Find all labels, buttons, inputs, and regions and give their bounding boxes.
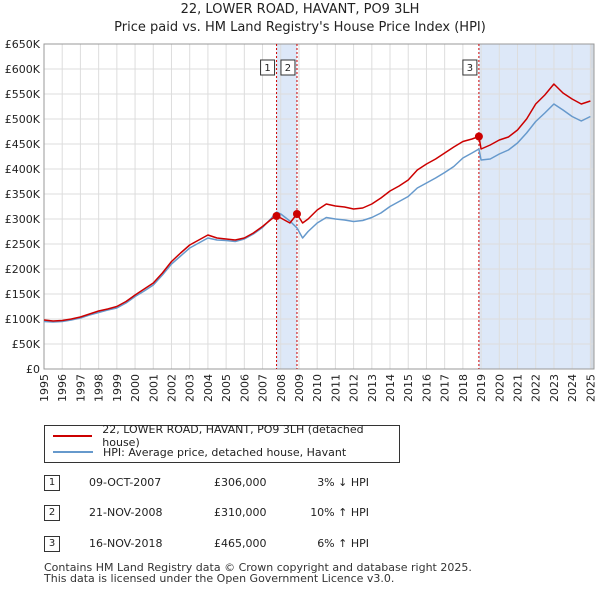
y-tick-label: £300K — [5, 213, 41, 226]
y-tick-label: £350K — [5, 188, 41, 201]
plot-frame — [43, 43, 595, 370]
transaction-price: £306,000 — [214, 476, 267, 489]
x-tick-label: 2015 — [402, 374, 415, 402]
x-tick-label: 1998 — [93, 374, 106, 402]
forecast-band — [590, 44, 594, 369]
transaction-date: 16-NOV-2018 — [89, 537, 163, 550]
transaction-hpi: 3% ↓ HPI — [317, 476, 369, 489]
x-tick-label: 1997 — [74, 374, 87, 402]
x-tick-label: 2013 — [366, 374, 379, 402]
x-tick-label: 2006 — [238, 374, 251, 402]
price-chart: £0 £50K £100K £150K £200K £250K £300K £350K £400… — [5, 38, 598, 402]
x-tick-label: 2021 — [512, 374, 525, 402]
x-tick-label: 2025 — [584, 374, 597, 402]
chart-title-address: 22, LOWER ROAD, HAVANT, PO9 3LH — [180, 2, 420, 17]
sale-marker-box — [280, 59, 296, 76]
sale-marker-label: 1 — [264, 63, 270, 74]
x-tick-label: 2023 — [548, 374, 561, 402]
y-tick-label: £550K — [5, 88, 41, 101]
sale-marker-label: 2 — [285, 63, 291, 74]
x-tick-label: 2018 — [457, 374, 470, 402]
x-tick-label: 2024 — [566, 374, 579, 402]
x-tick-label: 2007 — [257, 374, 270, 402]
y-tick-label: £650K — [5, 38, 41, 51]
x-tick-label: 1999 — [111, 374, 124, 402]
y-tick-label: £250K — [5, 238, 41, 251]
x-tick-label: 2016 — [420, 374, 433, 402]
sale-point — [272, 212, 281, 220]
x-tick-label: 2003 — [184, 374, 197, 402]
sale-marker-label: 3 — [467, 63, 473, 74]
x-tick-label: 2002 — [165, 374, 178, 402]
y-tick-label: £200K — [5, 263, 41, 276]
sale-point — [292, 210, 301, 218]
y-tick-label: £150K — [5, 288, 41, 301]
x-tick-label: 2022 — [530, 374, 543, 402]
transaction-number: 1 — [44, 475, 60, 491]
footer-licence: This data is licensed under the Open Gov… — [44, 572, 395, 585]
x-tick-label: 2010 — [311, 374, 324, 402]
x-tick-label: 2009 — [293, 374, 306, 402]
chart-subtitle: Price paid vs. HM Land Registry's House … — [114, 20, 486, 35]
sale-marker-box — [260, 59, 276, 76]
transaction-row: 2 21-NOV-2008 £310,000 10% ↑ HPI — [44, 505, 584, 521]
transaction-row: 3 16-NOV-2018 £465,000 6% ↑ HPI — [44, 536, 584, 552]
y-tick-label: £0 — [26, 363, 40, 376]
x-tick-label: 2008 — [275, 374, 288, 402]
legend-item-hpi: HPI: Average price, detached house, Hava… — [53, 444, 346, 460]
sale-period-band — [276, 44, 297, 369]
legend: 22, LOWER ROAD, HAVANT, PO9 3LH (detache… — [44, 423, 400, 463]
transaction-hpi: 10% ↑ HPI — [310, 506, 369, 519]
footer-copyright: Contains HM Land Registry data © Crown c… — [44, 561, 472, 574]
legend-label-property: 22, LOWER ROAD, HAVANT, PO9 3LH (detache… — [102, 423, 364, 449]
x-tick-label: 2005 — [220, 374, 233, 402]
x-tick-label: 2012 — [348, 374, 361, 402]
x-tick-label: 2014 — [384, 374, 397, 402]
transaction-price: £310,000 — [214, 506, 267, 519]
y-tick-label: £100K — [5, 313, 41, 326]
sale-period-band — [478, 44, 594, 369]
x-tick-label: 2001 — [147, 374, 160, 402]
transaction-date: 09-OCT-2007 — [89, 476, 162, 489]
transaction-date: 21-NOV-2008 — [89, 506, 163, 519]
y-tick-label: £600K — [5, 63, 41, 76]
transaction-row: 1 09-OCT-2007 £306,000 3% ↓ HPI — [44, 475, 584, 491]
sale-marker-box — [462, 59, 478, 76]
x-tick-label: 1995 — [38, 374, 51, 402]
property-series-line — [43, 83, 591, 322]
legend-label-hpi: HPI: Average price, detached house, Hava… — [103, 445, 347, 459]
y-tick-label: £500K — [5, 113, 41, 126]
transaction-price: £465,000 — [214, 537, 267, 550]
x-tick-label: 2000 — [129, 374, 142, 402]
legend-swatch-hpi — [53, 451, 93, 453]
hpi-series-line — [43, 103, 591, 323]
y-tick-label: £400K — [5, 163, 41, 176]
y-tick-label: £450K — [5, 138, 41, 151]
sale-point — [474, 132, 483, 141]
transaction-number: 3 — [44, 536, 60, 552]
x-tick-label: 2017 — [439, 374, 452, 402]
x-tick-label: 2020 — [493, 374, 506, 402]
x-tick-label: 1996 — [56, 374, 69, 402]
legend-item-property: 22, LOWER ROAD, HAVANT, PO9 3LH (detache… — [53, 423, 399, 449]
x-tick-label: 2004 — [202, 374, 215, 402]
y-tick-label: £50K — [12, 338, 41, 351]
legend-swatch-property — [53, 435, 93, 437]
x-tick-label: 2011 — [329, 374, 342, 402]
x-tick-label: 2019 — [475, 374, 488, 402]
transaction-hpi: 6% ↑ HPI — [317, 537, 369, 550]
transaction-number: 2 — [44, 505, 60, 521]
